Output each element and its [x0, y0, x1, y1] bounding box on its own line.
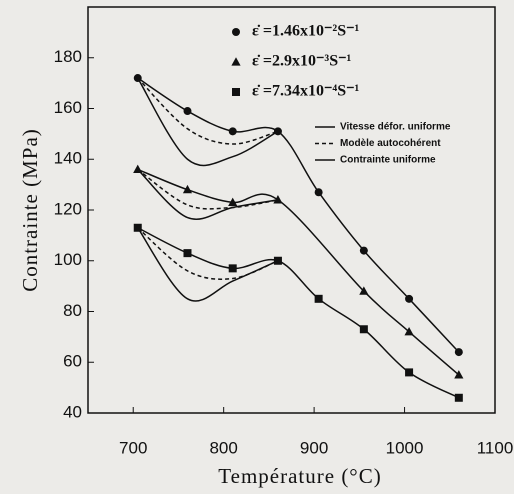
x-tick-label: 1000	[386, 438, 424, 457]
x-tick-label: 800	[209, 438, 237, 457]
y-tick-label: 180	[54, 47, 82, 66]
marker	[232, 28, 240, 36]
marker	[404, 327, 414, 336]
legend-label: ε̇ =7.34x10⁻⁴S⁻¹	[252, 83, 360, 100]
marker	[273, 127, 282, 136]
legend-label: ε̇ =1.46x10⁻²S⁻¹	[252, 23, 360, 40]
marker	[183, 249, 192, 258]
marker	[454, 393, 463, 402]
curve	[137, 227, 279, 280]
y-tick-label: 140	[54, 149, 82, 168]
marker	[314, 294, 323, 303]
legend-label: Vitesse défor. uniforme	[340, 122, 451, 133]
marker	[273, 256, 282, 265]
curve	[137, 168, 279, 210]
marker	[273, 195, 283, 204]
y-axis-label: Contrainte (MPa)	[18, 128, 42, 292]
x-axis-label: Température (°C)	[218, 464, 381, 488]
marker	[405, 294, 414, 303]
x-tick-label: 700	[119, 438, 147, 457]
curve	[137, 77, 279, 145]
curve	[137, 227, 279, 302]
legend-label: Modèle autocohérent	[340, 138, 441, 149]
marker	[359, 325, 368, 334]
marker	[314, 188, 323, 197]
y-tick-label: 100	[54, 250, 82, 269]
marker	[133, 74, 142, 83]
marker	[232, 88, 240, 96]
marker	[359, 286, 369, 295]
curve	[137, 168, 460, 376]
marker	[405, 368, 414, 377]
marker	[182, 184, 193, 194]
marker	[183, 107, 192, 116]
marker	[133, 223, 142, 232]
marker	[228, 197, 238, 206]
marker	[359, 246, 368, 255]
y-tick-label: 40	[63, 402, 82, 421]
marker	[454, 348, 463, 357]
marker	[231, 57, 241, 66]
legend-label: Contrainte uniforme	[340, 155, 436, 166]
x-tick-label: 1100	[477, 438, 514, 457]
marker	[133, 164, 143, 173]
legend-label: ε̇ =2.9x10⁻³S⁻¹	[252, 53, 352, 70]
curve	[137, 77, 279, 167]
y-tick-label: 120	[54, 199, 82, 218]
marker	[454, 370, 464, 379]
y-tick-label: 80	[63, 301, 82, 320]
curve	[137, 168, 279, 220]
curve	[137, 77, 460, 353]
x-tick-label: 900	[300, 438, 328, 457]
y-tick-label: 160	[54, 98, 82, 117]
marker	[228, 264, 237, 273]
marker	[228, 127, 237, 136]
y-tick-label: 60	[63, 352, 82, 371]
